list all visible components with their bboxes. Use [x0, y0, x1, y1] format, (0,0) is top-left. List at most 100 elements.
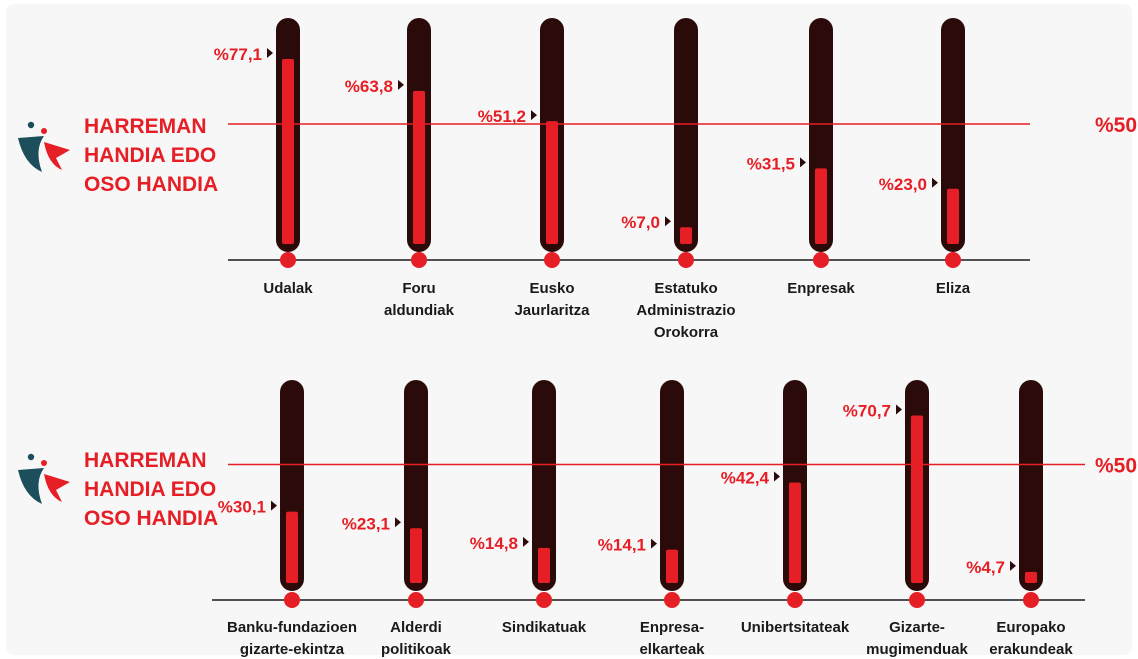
category-label: Enpresak	[787, 280, 855, 297]
bar	[947, 188, 959, 244]
thermometer-bulb	[945, 252, 961, 268]
side-label-line: HANDIA EDO	[84, 144, 216, 167]
side-label-line: OSO HANDIA	[84, 173, 218, 196]
category-label: politikoak	[381, 641, 452, 658]
category-label: Orokorra	[654, 324, 719, 341]
category-label: gizarte-ekintza	[240, 641, 345, 658]
pointer-arrow-icon	[398, 79, 404, 90]
person-figure-icon	[18, 121, 70, 172]
category-label: Eusko	[529, 280, 574, 297]
chart-2: HARREMAN HANDIA EDO OSO HANDIA %30,1 Banku-f…	[18, 380, 1137, 658]
thermometer-bulb	[664, 592, 680, 608]
chart-1: HARREMAN HANDIA EDO OSO HANDIA %77,1 Udalak%…	[18, 18, 1137, 341]
bar	[789, 482, 801, 583]
bar-group: %51,2 Eusko Jaurlaritza	[478, 18, 590, 319]
person-figure-icon	[18, 453, 70, 504]
bar	[911, 415, 923, 583]
category-label: Enpresa-	[640, 619, 704, 636]
thermometer-bulb	[411, 252, 427, 268]
pointer-arrow-icon	[932, 177, 938, 188]
thermometer-bulb	[813, 252, 829, 268]
thermometer-bulb	[536, 592, 552, 608]
pointer-arrow-icon	[395, 517, 401, 528]
category-label: Eliza	[936, 280, 971, 297]
bar	[546, 121, 558, 244]
thermometer-bulb	[787, 592, 803, 608]
category-label: Sindikatuak	[502, 619, 587, 636]
data-label: %42,4	[721, 469, 770, 488]
pointer-arrow-icon	[665, 216, 671, 227]
pointer-arrow-icon	[1010, 560, 1016, 571]
pointer-arrow-icon	[531, 110, 537, 121]
side-label-line: HARREMAN	[84, 115, 207, 138]
pointer-arrow-icon	[523, 536, 529, 547]
thermometer-tube	[660, 380, 684, 591]
logo-head-red	[41, 460, 47, 466]
data-label: %23,1	[342, 514, 390, 533]
thermometer-bulb	[909, 592, 925, 608]
category-label: Foru	[402, 280, 435, 297]
reference-line-label: %50	[1095, 114, 1137, 137]
pointer-arrow-icon	[774, 471, 780, 482]
category-label: Gizarte-	[889, 619, 945, 636]
category-label: elkarteak	[639, 641, 705, 658]
pointer-arrow-icon	[896, 404, 902, 415]
bar	[410, 528, 422, 583]
category-label: Alderdi	[390, 619, 442, 636]
bar-group: %63,8 Foru aldundiak	[345, 18, 455, 319]
data-label: %51,2	[478, 107, 526, 126]
data-label: %70,7	[843, 401, 891, 420]
category-label: Unibertsitateak	[741, 619, 850, 636]
pointer-arrow-icon	[800, 157, 806, 168]
thermometer-tube	[674, 18, 698, 252]
thermometer-bulb	[544, 252, 560, 268]
category-label: Jaurlaritza	[514, 302, 590, 319]
side-label-line: OSO HANDIA	[84, 507, 218, 530]
bar	[1025, 571, 1037, 583]
logo-body-dark	[18, 136, 44, 172]
bar-group: %30,1 Banku-fundazioen gizarte-ekintza	[218, 380, 357, 658]
thermometer-bulb	[1023, 592, 1039, 608]
bar	[680, 227, 692, 244]
thermometer-tube	[532, 380, 556, 591]
logo-head-red	[41, 128, 47, 134]
category-label: erakundeak	[989, 641, 1073, 658]
logo-body-dark	[18, 468, 44, 504]
bar	[286, 511, 298, 583]
logo-head-dark	[27, 453, 35, 461]
thermometer-bulb	[678, 252, 694, 268]
reference-line-label: %50	[1095, 455, 1137, 478]
data-label: %4,7	[966, 558, 1005, 577]
data-label: %63,8	[345, 77, 393, 96]
bar	[282, 58, 294, 245]
bar-group: %42,4 Unibertsitateak	[721, 380, 850, 636]
data-label: %23,0	[879, 175, 927, 194]
bar-group: %23,0 Eliza	[879, 18, 971, 297]
bar-group: %70,7 Gizarte-mugimenduak	[843, 380, 968, 658]
category-label: Administrazio	[636, 302, 735, 319]
thermometer-bulb	[280, 252, 296, 268]
category-label: Udalak	[263, 280, 313, 297]
data-label: %31,5	[747, 154, 795, 173]
bar-group: %14,1 Enpresa-elkarteak	[598, 380, 705, 658]
side-label-line: HANDIA EDO	[84, 478, 216, 501]
data-label: %14,8	[470, 534, 518, 553]
category-label: Banku-fundazioen	[227, 619, 357, 636]
bar-group: %7,0 Estatuko Administrazio Orokorra	[621, 18, 736, 341]
category-label: mugimenduak	[866, 641, 968, 658]
bar	[538, 547, 550, 583]
thermometer-tube	[1019, 380, 1043, 591]
bar-group: %4,7 Europako erakundeak	[966, 380, 1073, 658]
bar-group: %14,8 Sindikatuak	[470, 380, 587, 636]
pointer-arrow-icon	[267, 47, 273, 58]
data-label: %77,1	[214, 45, 262, 64]
data-label: %30,1	[218, 498, 266, 517]
logo-head-dark	[27, 121, 35, 129]
pointer-arrow-icon	[651, 538, 657, 549]
bar	[413, 90, 425, 244]
category-label: aldundiak	[384, 302, 455, 319]
thermometer-bulb	[284, 592, 300, 608]
category-label: Estatuko	[654, 280, 717, 297]
bar-group: %31,5 Enpresak	[747, 18, 855, 297]
